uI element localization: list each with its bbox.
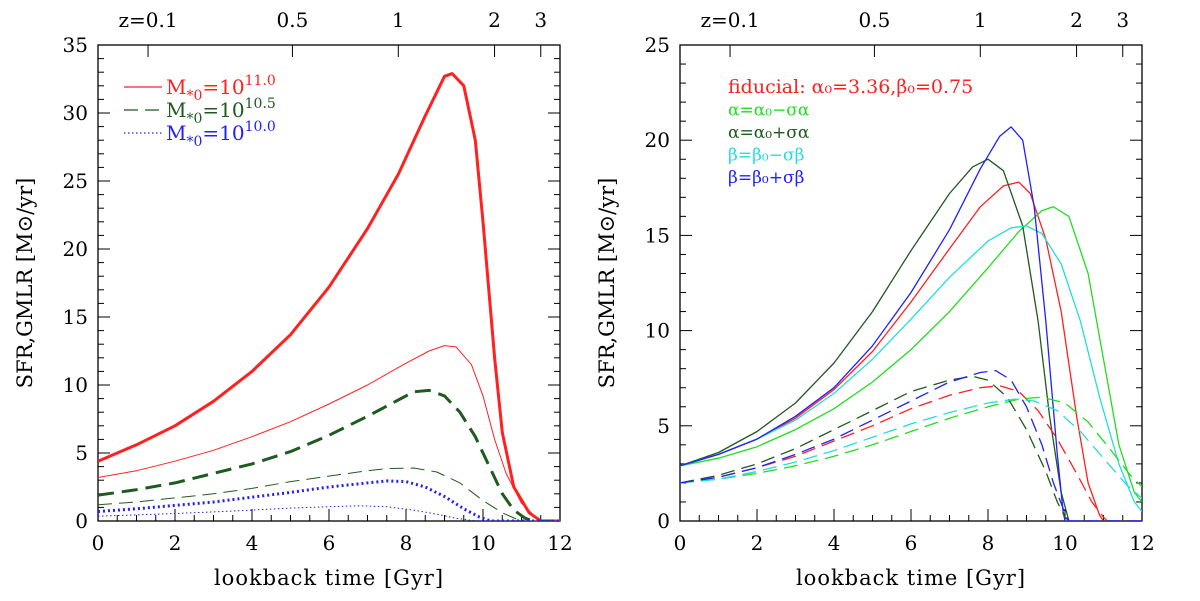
y-tick-label: 5 [657, 414, 670, 438]
series-line-8 [680, 398, 1142, 499]
series-line-0 [98, 72, 560, 521]
series-line-4 [98, 479, 560, 521]
y-tick-label: 10 [645, 319, 670, 343]
series-line-2 [680, 158, 1142, 521]
y-tick-label: 20 [63, 237, 88, 261]
x-tick-label: 4 [246, 531, 259, 555]
y-tick-label: 25 [645, 33, 670, 57]
x-tick-label: 6 [323, 531, 336, 555]
y-tick-label: 0 [75, 509, 88, 533]
legend-label: M*0=1010.0 [166, 119, 276, 150]
y-tick-label: 35 [63, 33, 88, 57]
legend-label: α=α₀−σα [728, 101, 810, 121]
series-line-2 [98, 388, 560, 521]
x-tick-label: 0 [92, 531, 105, 555]
top-tick-label: 3 [1116, 8, 1129, 32]
y-tick-label: 20 [645, 128, 670, 152]
x-tick-label: 2 [751, 531, 764, 555]
y-axis-label: SFR,GMLR [M⊙/yr] [595, 178, 619, 389]
series-line-7 [680, 375, 1142, 521]
series-line-5 [680, 385, 1142, 521]
x-tick-label: 6 [905, 531, 918, 555]
x-tick-label: 12 [1129, 531, 1154, 555]
y-tick-label: 25 [63, 169, 88, 193]
x-tick-label: 12 [547, 531, 572, 555]
y-axis-label: SFR,GMLR [M⊙/yr] [13, 178, 37, 389]
x-tick-label: 10 [470, 531, 495, 555]
y-tick-label: 10 [63, 373, 88, 397]
legend-label: M*0=1010.5 [166, 96, 276, 127]
top-tick-label: 2 [1070, 8, 1083, 32]
top-tick-label: 1 [974, 8, 987, 32]
series-line-3 [680, 225, 1142, 512]
top-tick-label: 0.5 [859, 8, 891, 32]
y-tick-label: 5 [75, 441, 88, 465]
series-line-0 [680, 181, 1142, 521]
x-axis-label: lookback time [Gyr] [214, 566, 444, 590]
top-tick-label: z=0.1 [118, 8, 177, 32]
legend-label: α=α₀+σα [728, 123, 810, 143]
y-tick-label: 15 [645, 223, 670, 247]
x-tick-label: 0 [674, 531, 687, 555]
y-tick-label: 15 [63, 305, 88, 329]
legend-label: fiducial: α₀=3.36,β₀=0.75 [728, 76, 973, 98]
series-line-4 [680, 126, 1142, 521]
series-line-9 [680, 369, 1142, 521]
top-tick-label: 3 [534, 8, 547, 32]
x-tick-label: 8 [982, 531, 995, 555]
legend-label: β=β₀+σβ [728, 168, 804, 188]
top-tick-label: 1 [392, 8, 405, 32]
x-tick-label: 4 [828, 531, 841, 555]
top-tick-label: z=0.1 [700, 8, 759, 32]
x-tick-label: 8 [400, 531, 413, 555]
x-tick-label: 2 [169, 531, 182, 555]
series-line-3 [98, 467, 560, 521]
x-tick-label: 10 [1052, 531, 1077, 555]
top-tick-label: 2 [488, 8, 501, 32]
y-tick-label: 30 [63, 101, 88, 125]
series-line-6 [680, 396, 1142, 488]
legend-label: β=β₀−σβ [728, 146, 804, 166]
y-tick-label: 0 [657, 509, 670, 533]
legend-label: M*0=1011.0 [166, 73, 276, 104]
series-line-1 [98, 345, 560, 521]
series-line-1 [680, 206, 1142, 503]
top-tick-label: 0.5 [277, 8, 309, 32]
x-axis-label: lookback time [Gyr] [796, 566, 1026, 590]
